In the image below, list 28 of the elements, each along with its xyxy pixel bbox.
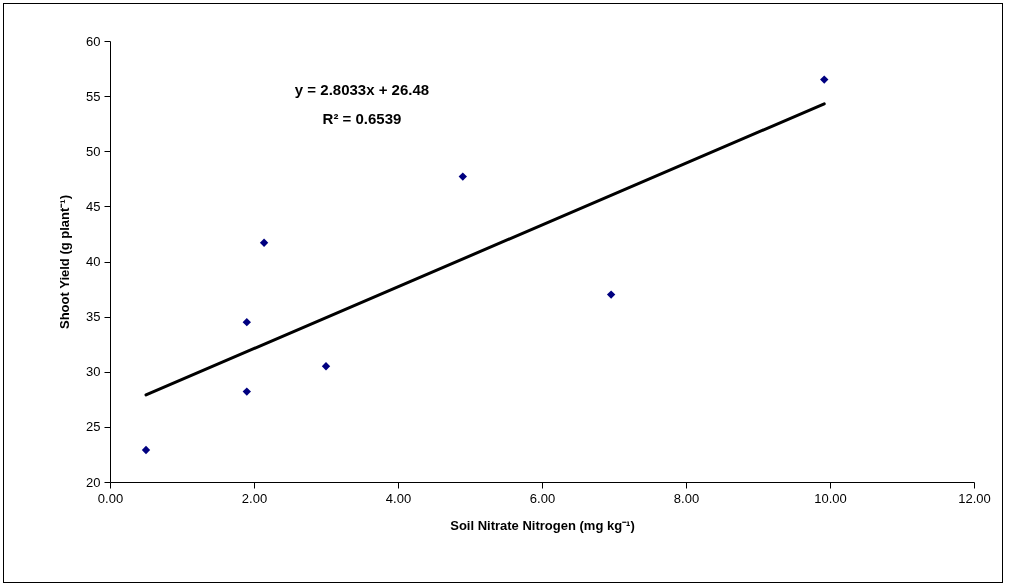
y-tick-label: 50	[86, 143, 101, 159]
y-tick-label: 45	[86, 198, 101, 214]
x-tick-label: 12.00	[958, 490, 991, 506]
x-tick-label: 6.00	[529, 490, 556, 506]
y-tick-label: 20	[86, 474, 101, 490]
annotation: R² = 0.6539	[322, 110, 402, 127]
x-tick-label: 0.00	[97, 490, 124, 506]
annotation: y = 2.8033x + 26.48	[294, 81, 430, 98]
y-tick-label: 35	[86, 309, 101, 325]
point	[242, 317, 251, 327]
x-tick-label: 10.00	[814, 490, 847, 506]
point	[242, 387, 251, 396]
x-tick-label: 4.00	[385, 490, 412, 506]
y-tick-label: 60	[86, 33, 101, 49]
x-tick-label: 8.00	[673, 490, 700, 506]
y-axis-title: Shoot Yield (g plant⁻¹)	[57, 195, 73, 329]
y-tick-label: 30	[86, 364, 101, 380]
y-tick-label: 55	[86, 88, 101, 104]
point	[141, 445, 151, 455]
point	[458, 172, 467, 181]
x-axis-title: Soil Nitrate Nitrogen (mg kg⁻¹)	[450, 517, 635, 533]
point	[606, 290, 616, 299]
point	[259, 238, 269, 247]
y-tick-label: 40	[86, 254, 101, 269]
point	[321, 362, 331, 371]
x-tick-label: 2.00	[241, 490, 268, 506]
y-tick-label: 25	[86, 419, 101, 435]
point	[820, 75, 829, 84]
